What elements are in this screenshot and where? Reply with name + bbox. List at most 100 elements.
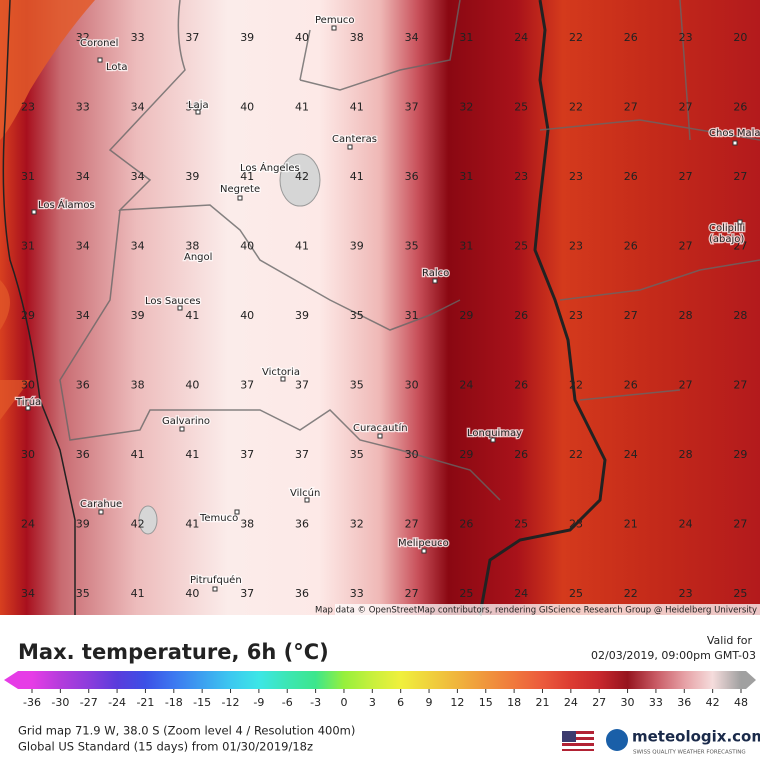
place-label: Los Sauces	[145, 296, 201, 307]
place-marker	[432, 278, 438, 284]
brand[interactable]: meteologix.com	[632, 728, 760, 746]
place-label: Tirúa	[15, 396, 41, 408]
place-label: Lota	[106, 62, 128, 73]
border	[478, 0, 607, 616]
grid-value: 31	[459, 240, 473, 253]
place-label: Curacautín	[353, 422, 408, 434]
grid-value: 31	[405, 309, 419, 322]
grid-value: 33	[76, 101, 90, 114]
scale-tick-label: 30	[621, 696, 635, 709]
place-marker	[177, 305, 183, 311]
grid-value: 37	[185, 31, 199, 44]
place-marker	[331, 25, 337, 31]
grid-value: 39	[76, 518, 90, 531]
grid-value: 25	[514, 240, 528, 253]
place-marker	[377, 433, 383, 439]
grid-value: 24	[514, 31, 528, 44]
grid-value: 39	[295, 309, 309, 322]
grid-value: 34	[76, 240, 90, 253]
grid-value: 22	[569, 101, 583, 114]
scale-tick-label: 18	[507, 696, 521, 709]
grid-value: 35	[350, 448, 364, 461]
grid-value: 37	[405, 101, 419, 114]
grid-value: 22	[569, 379, 583, 392]
attribution: Map data © OpenStreetMap contributors, r…	[315, 606, 757, 616]
grid-value: 33	[131, 31, 145, 44]
grid-value: 41	[131, 448, 145, 461]
place-marker	[732, 140, 738, 146]
grid-value: 38	[350, 31, 364, 44]
grid-value: 34	[131, 240, 145, 253]
place-marker	[304, 497, 310, 503]
grid-value: 29	[459, 309, 473, 322]
grid-value: 41	[350, 101, 364, 114]
scale-tick-label: -12	[222, 696, 240, 709]
brand-logo	[606, 729, 628, 751]
grid-value: 27	[624, 309, 638, 322]
grid-value: 25	[514, 101, 528, 114]
place-label: Coronel	[80, 38, 118, 49]
grid-value: 26	[624, 379, 638, 392]
scale-tick-label: -18	[165, 696, 183, 709]
place-marker	[347, 144, 353, 150]
grid-value: 38	[185, 240, 199, 253]
grid-value: 41	[295, 101, 309, 114]
place-label: Pitrufquén	[190, 574, 242, 586]
grid-value: 27	[733, 170, 747, 183]
place-marker	[280, 376, 286, 382]
grid-value: 38	[240, 518, 254, 531]
scale-tick-label: -3	[310, 696, 321, 709]
grid-value: 30	[405, 448, 419, 461]
grid-value: 32	[76, 31, 90, 44]
grid-value: 30	[21, 448, 35, 461]
grid-value: 34	[131, 170, 145, 183]
grid-value: 21	[624, 518, 638, 531]
grid-value: 29	[459, 448, 473, 461]
grid-value: 26	[514, 448, 528, 461]
place-label: Melipeuco	[398, 538, 449, 549]
place-marker	[195, 109, 201, 115]
scale-tick-label: -27	[80, 696, 98, 709]
grid-value: 24	[514, 587, 528, 600]
place-label: Angol	[184, 252, 212, 263]
grid-value: 32	[459, 101, 473, 114]
place-label: Los Ángeles	[240, 161, 300, 174]
scale-tick-label: -15	[193, 696, 211, 709]
place-marker	[25, 405, 31, 411]
grid-value: 27	[679, 101, 693, 114]
grid-value: 41	[131, 587, 145, 600]
grid-value: 26	[624, 31, 638, 44]
grid-value: 41	[240, 170, 254, 183]
grid-value: 28	[679, 448, 693, 461]
grid-value: 26	[514, 379, 528, 392]
grid-value: 23	[569, 309, 583, 322]
place-marker	[31, 209, 37, 215]
place-label: Laja	[188, 100, 209, 111]
grid-value: 25	[514, 518, 528, 531]
attribution-bg	[335, 604, 760, 615]
grid-value: 27	[733, 518, 747, 531]
grid-value: 24	[679, 518, 693, 531]
grid-value: 26	[514, 309, 528, 322]
grid-value: 33	[350, 587, 364, 600]
grid-value: 37	[240, 379, 254, 392]
place-label: Colipilli	[709, 223, 745, 234]
scale-tick-label: -21	[136, 696, 154, 709]
scale-tick-label: 24	[564, 696, 578, 709]
grid-value: 31	[459, 31, 473, 44]
coastline	[2, 0, 76, 615]
grid-value: 42	[131, 518, 145, 531]
grid-value: 22	[624, 587, 638, 600]
grid-value: 37	[295, 448, 309, 461]
grid-value: 39	[185, 170, 199, 183]
place-label: Temuco	[199, 513, 238, 524]
grid-value: 23	[21, 101, 35, 114]
grid-value: 23	[569, 170, 583, 183]
grid-value: 27	[679, 170, 693, 183]
grid-value: 41	[185, 448, 199, 461]
scale-tick-label: -9	[253, 696, 264, 709]
grid-value: 29	[21, 309, 35, 322]
flag	[562, 734, 594, 737]
grid-value: 23	[514, 170, 528, 183]
grid-value: 26	[733, 101, 747, 114]
